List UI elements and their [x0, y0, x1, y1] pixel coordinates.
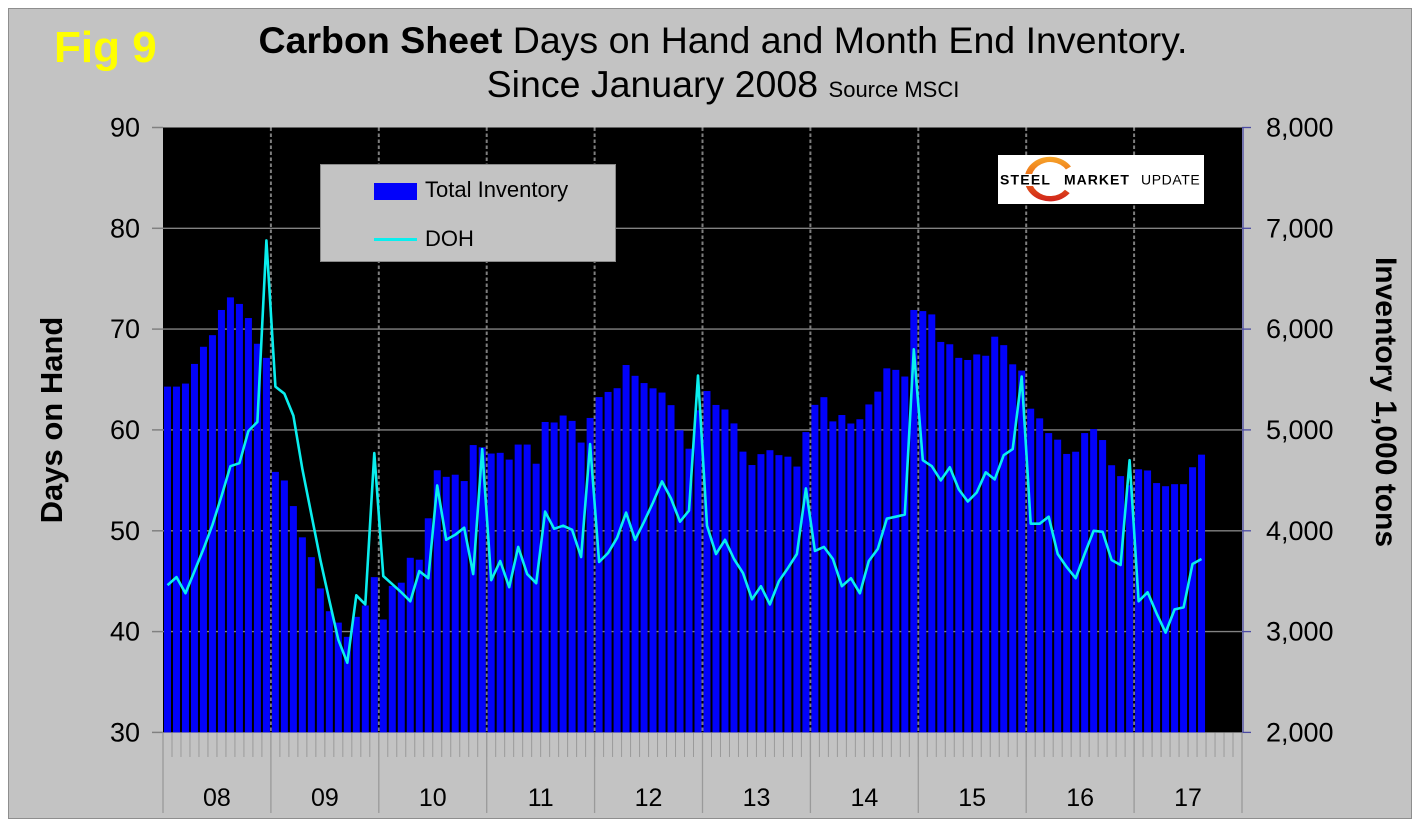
svg-text:30: 30: [110, 717, 140, 747]
svg-text:50: 50: [110, 516, 140, 546]
svg-text:5,000: 5,000: [1266, 415, 1334, 445]
svg-text:09: 09: [311, 784, 339, 812]
svg-text:08: 08: [203, 784, 231, 812]
svg-text:10: 10: [419, 784, 447, 812]
svg-text:40: 40: [110, 617, 140, 647]
svg-text:16: 16: [1066, 784, 1094, 812]
svg-text:Inventory 1,000 tons: Inventory 1,000 tons: [1369, 257, 1402, 547]
svg-text:Days on Hand: Days on Hand: [34, 317, 69, 524]
svg-text:13: 13: [743, 784, 771, 812]
svg-text:4,000: 4,000: [1266, 516, 1334, 546]
svg-text:MARKET: MARKET: [1064, 172, 1130, 188]
svg-text:60: 60: [110, 415, 140, 445]
svg-text:8,000: 8,000: [1266, 113, 1334, 143]
svg-text:17: 17: [1174, 784, 1202, 812]
svg-text:90: 90: [110, 113, 140, 143]
svg-text:14: 14: [850, 784, 878, 812]
svg-text:2,000: 2,000: [1266, 717, 1334, 747]
svg-text:6,000: 6,000: [1266, 314, 1334, 344]
svg-text:12: 12: [635, 784, 663, 812]
svg-text:UPDATE: UPDATE: [1141, 172, 1200, 188]
svg-text:11: 11: [528, 784, 554, 812]
svg-text:70: 70: [110, 314, 140, 344]
svg-text:7,000: 7,000: [1266, 213, 1334, 243]
svg-text:80: 80: [110, 213, 140, 243]
svg-text:STEEL: STEEL: [1000, 172, 1051, 188]
svg-text:15: 15: [958, 784, 986, 812]
svg-text:3,000: 3,000: [1266, 617, 1334, 647]
